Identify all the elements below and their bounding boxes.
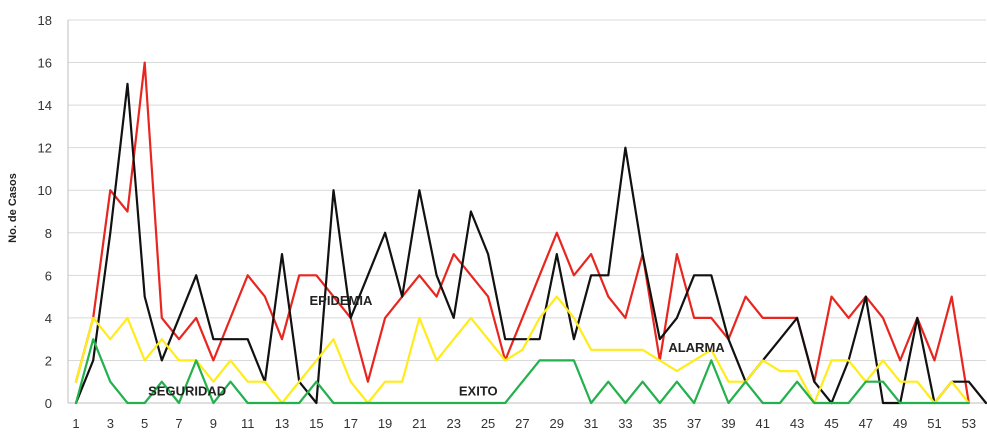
x-tick-label: 33	[618, 416, 632, 431]
y-tick-label: 10	[38, 183, 52, 198]
x-tick-label: 5	[141, 416, 148, 431]
x-tick-label: 11	[241, 416, 255, 431]
series-lines	[74, 61, 987, 405]
x-tick-labels: 1 3 5 7 9 11 13 15 17 19 21 23 25 27 29 31 33 35 37 39 41 43 4…	[72, 416, 976, 431]
x-tick-label: 35	[653, 416, 667, 431]
annotation-seguridad: SEGURIDAD	[148, 384, 226, 399]
x-tick-label: 43	[790, 416, 804, 431]
x-tick-label: 25	[481, 416, 495, 431]
x-tick-label: 19	[378, 416, 392, 431]
y-axis-label: No. de Casos	[7, 173, 19, 243]
x-tick-label: 53	[962, 416, 976, 431]
x-tick-label: 37	[687, 416, 701, 431]
x-tick-label: 51	[927, 416, 941, 431]
annotation-alarma: ALARMA	[668, 340, 725, 355]
y-tick-label: 18	[38, 13, 52, 28]
series-line-series-2	[74, 82, 987, 405]
series-line-alarma	[74, 295, 970, 405]
y-tick-label: 16	[38, 56, 52, 71]
y-tick-label: 4	[45, 311, 52, 326]
x-tick-label: 15	[309, 416, 323, 431]
series-line-epidemia	[74, 61, 970, 405]
x-tick-label: 47	[859, 416, 873, 431]
x-tick-label: 31	[584, 416, 598, 431]
annotation-epidemia: EPIDEMIA	[310, 293, 373, 308]
y-tick-label: 14	[38, 98, 52, 113]
y-tick-label: 0	[45, 396, 52, 411]
x-tick-label: 21	[412, 416, 426, 431]
x-tick-label: 39	[721, 416, 735, 431]
y-tick-label: 12	[38, 141, 52, 156]
axes	[67, 20, 986, 404]
y-tick-label: 6	[45, 268, 52, 283]
y-tick-labels: 0 2 4 6 8 10 12 14 16 18	[38, 13, 52, 411]
annotation-exito: EXITO	[459, 384, 498, 399]
x-tick-label: 41	[756, 416, 770, 431]
series-line-seguridad	[74, 338, 970, 405]
x-tick-label: 45	[824, 416, 838, 431]
x-tick-label: 13	[275, 416, 289, 431]
x-tick-label: 27	[515, 416, 529, 431]
x-tick-label: 9	[210, 416, 217, 431]
annotations: EPIDEMIA ALARMA SEGURIDAD EXITO	[148, 293, 725, 398]
x-tick-label: 7	[175, 416, 182, 431]
x-tick-label: 49	[893, 416, 907, 431]
x-tick-label: 3	[107, 416, 114, 431]
y-tick-label: 8	[45, 226, 52, 241]
x-tick-label: 1	[72, 416, 79, 431]
gridlines	[68, 19, 986, 404]
x-tick-label: 17	[343, 416, 357, 431]
y-tick-label: 2	[45, 353, 52, 368]
x-tick-label: 23	[447, 416, 461, 431]
x-tick-label: 29	[550, 416, 564, 431]
